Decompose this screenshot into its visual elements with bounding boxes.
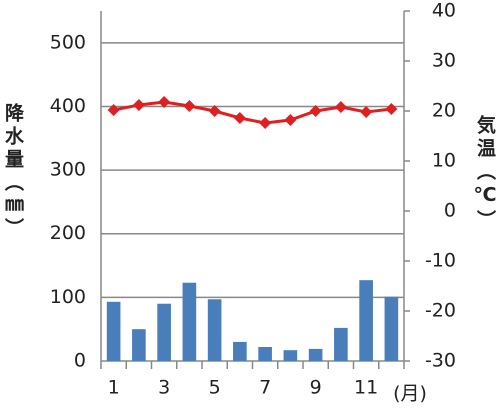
y-tick-label: 500: [50, 31, 86, 53]
x-tick-label: 7: [259, 377, 271, 399]
line: [113, 100, 392, 125]
marker: [208, 105, 221, 117]
y2-tick-label: 30: [432, 50, 456, 72]
marker: [385, 103, 398, 115]
x-tick-label: 9: [310, 377, 322, 399]
marker: [334, 101, 347, 113]
marker: [183, 100, 196, 112]
bar: [384, 296, 399, 361]
bar: [283, 350, 298, 361]
y2-tick-label: -30: [425, 350, 456, 372]
y2-tick-label: 10: [432, 150, 456, 172]
y2-tick-label: -10: [425, 250, 456, 272]
y2-tick-label: 0: [444, 200, 456, 222]
x-tick-label: 1: [108, 377, 120, 399]
y-tick-label: 200: [50, 222, 86, 244]
y-tick-label: 0: [74, 350, 86, 372]
marker: [233, 112, 246, 124]
bar: [308, 348, 323, 361]
y-tick-label: 400: [50, 95, 86, 117]
bar: [334, 327, 348, 361]
bar: [157, 303, 171, 361]
y2-axis-label: 気温（℃）: [474, 115, 496, 233]
x-unit: (月): [393, 383, 427, 405]
marker: [259, 117, 272, 129]
bar: [182, 282, 197, 361]
marker: [158, 96, 171, 108]
bar: [233, 341, 247, 361]
y2-tick-label: 40: [432, 0, 456, 22]
y2-tick-label: 20: [432, 100, 456, 122]
x-tick-label: 11: [354, 377, 378, 399]
bar: [106, 301, 121, 361]
marker: [360, 106, 373, 118]
y-axis-label: 降水量（㎜）: [2, 103, 24, 241]
y2-tick-label: -20: [425, 300, 456, 322]
bar: [359, 280, 373, 361]
marker: [284, 114, 297, 126]
y-tick-label: 100: [50, 286, 86, 308]
marker: [107, 104, 120, 116]
bar: [207, 299, 222, 361]
x-tick-label: 3: [158, 377, 170, 399]
bar: [258, 347, 272, 361]
marker: [309, 105, 322, 117]
bar: [132, 329, 146, 361]
marker: [132, 99, 145, 111]
y-tick-label: 300: [50, 159, 86, 181]
x-tick-label: 5: [209, 377, 221, 399]
